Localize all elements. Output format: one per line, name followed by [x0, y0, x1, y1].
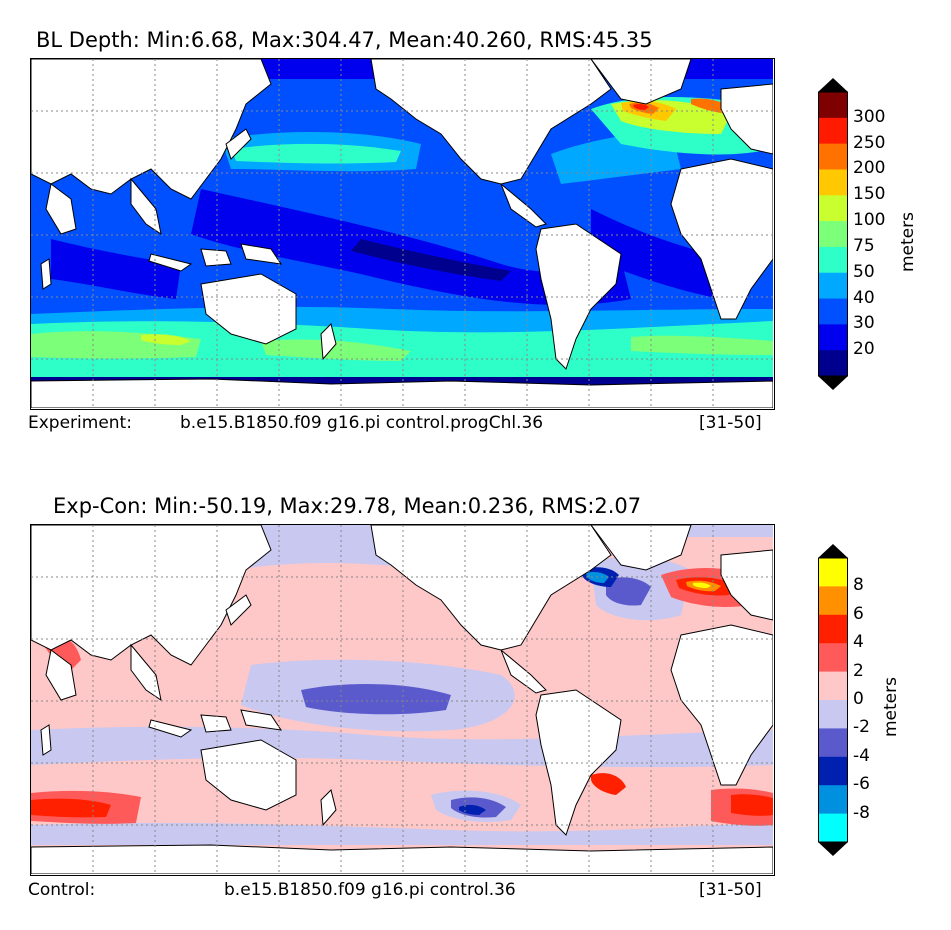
top-colorbar-tick-label: 30 [853, 313, 875, 334]
bottom-map-svg [31, 525, 773, 874]
bottom-colorbar-extend-min [818, 842, 848, 856]
top-colorbar-tick-label: 20 [853, 339, 875, 360]
top-colorbar-cell [818, 350, 848, 377]
bottom-colorbar-frame [818, 557, 848, 843]
top-colorbar-tick-label: 100 [853, 210, 886, 231]
bottom-colorbar-cell [818, 700, 848, 729]
neg-natl-2 [606, 577, 651, 606]
zone-20-pacific [191, 189, 631, 305]
bottom-caption-case: b.e15.B1850.f09 g16.pi control.36 [224, 880, 516, 900]
bottom-colorbar-svg [818, 544, 848, 856]
bottom-colorbar-tick-label: 6 [853, 603, 864, 624]
top-map-svg [31, 59, 773, 408]
land-top [31, 59, 773, 408]
top-colorbar-tick-label: 200 [853, 158, 886, 179]
top-colorbar-frame [818, 91, 848, 377]
bottom-map [30, 524, 775, 876]
top-colorbar-cell [818, 143, 848, 170]
bottom-panel-title: Exp-Con: Min:-50.19, Max:29.78, Mean:0.2… [53, 494, 642, 518]
bottom-caption-label: Control: [28, 880, 96, 900]
top-colorbar-extend-min [818, 376, 848, 390]
zone-50-npac [231, 143, 401, 164]
zone-20-atlantic [591, 209, 721, 299]
bottom-colorbar-cell [818, 785, 848, 815]
neg-labrador-2 [586, 572, 609, 583]
top-colorbar-cell [818, 92, 848, 119]
pos-natl-east-4 [693, 582, 711, 588]
bottom-colorbar-tick-label: 8 [853, 575, 864, 596]
bottom-colorbar-label: meters [881, 677, 901, 737]
zone-20-indian [51, 239, 181, 299]
top-colorbar-extend-max [818, 78, 848, 92]
top-caption-case: b.e15.B1850.f09 g16.pi control.progChl.3… [180, 413, 544, 433]
top-colorbar-cell [818, 272, 848, 300]
bottom-colorbar-cell [818, 643, 848, 673]
bottom-gridlines [31, 525, 773, 874]
top-colorbar-cell [818, 195, 848, 222]
pos-southern-west-2 [31, 798, 111, 818]
bottom-colorbar-tick-label: 4 [853, 632, 864, 653]
top-colorbar-cell [818, 117, 848, 145]
top-colorbar-cell [818, 298, 848, 325]
land-bottom [31, 525, 773, 874]
bottom-colorbar-cell [818, 813, 848, 843]
top-colorbar-tick-label: 250 [853, 132, 886, 153]
bottom-colorbar-tick-label: 2 [853, 660, 864, 681]
bottom-colorbar-extend-max [818, 544, 848, 558]
bottom-colorbar-tick-label: -8 [853, 802, 870, 823]
top-colorbar-cell [818, 169, 848, 196]
bottom-colorbar-cell [818, 728, 848, 758]
zone-deep-pacific [351, 239, 511, 281]
bottom-caption-years: [31-50] [699, 880, 762, 900]
top-colorbar-tick-label: 40 [853, 287, 875, 308]
zone-natl-250 [633, 103, 649, 110]
bottom-colorbar-tick-label: -6 [853, 774, 870, 795]
top-caption-label: Experiment: [28, 413, 132, 433]
top-colorbar [818, 78, 848, 390]
bottom-colorbar-cell [818, 586, 848, 616]
bottom-colorbar-cell [818, 558, 848, 587]
top-colorbar-label: meters [898, 212, 918, 272]
pos-argentine [591, 773, 626, 795]
bottom-colorbar-tick-label: 0 [853, 689, 864, 709]
neg-south-pac-patch-3 [459, 804, 486, 815]
top-colorbar-tick-label: 300 [853, 106, 886, 127]
top-gridlines [31, 59, 773, 408]
top-colorbar-tick-label: 75 [853, 235, 875, 256]
top-colorbar-cell [818, 324, 848, 351]
top-colorbar-svg [818, 78, 848, 390]
neg-southern [31, 822, 773, 845]
zone-100-sio [141, 334, 191, 345]
bottom-colorbar-cell [818, 614, 848, 644]
top-colorbar-cell [818, 246, 848, 274]
zone-75-satl [631, 335, 773, 355]
bottom-colorbar [818, 544, 848, 856]
top-colorbar-cell [818, 221, 848, 248]
bottom-colorbar-tick-label: -4 [853, 745, 870, 766]
top-map [30, 58, 775, 410]
top-panel-title: BL Depth: Min:6.68, Max:304.47, Mean:40.… [36, 28, 653, 52]
top-colorbar-tick-label: 150 [853, 184, 886, 205]
top-caption-years: [31-50] [699, 413, 762, 433]
zone-75-spac [261, 339, 411, 361]
bottom-colorbar-tick-label: -2 [853, 717, 870, 738]
pos-southern-east-2 [731, 794, 773, 816]
top-colorbar-tick-label: 50 [853, 261, 875, 282]
bottom-colorbar-cell [818, 671, 848, 701]
bottom-colorbar-cell [818, 756, 848, 786]
neg-central-pacific-2 [301, 683, 451, 715]
